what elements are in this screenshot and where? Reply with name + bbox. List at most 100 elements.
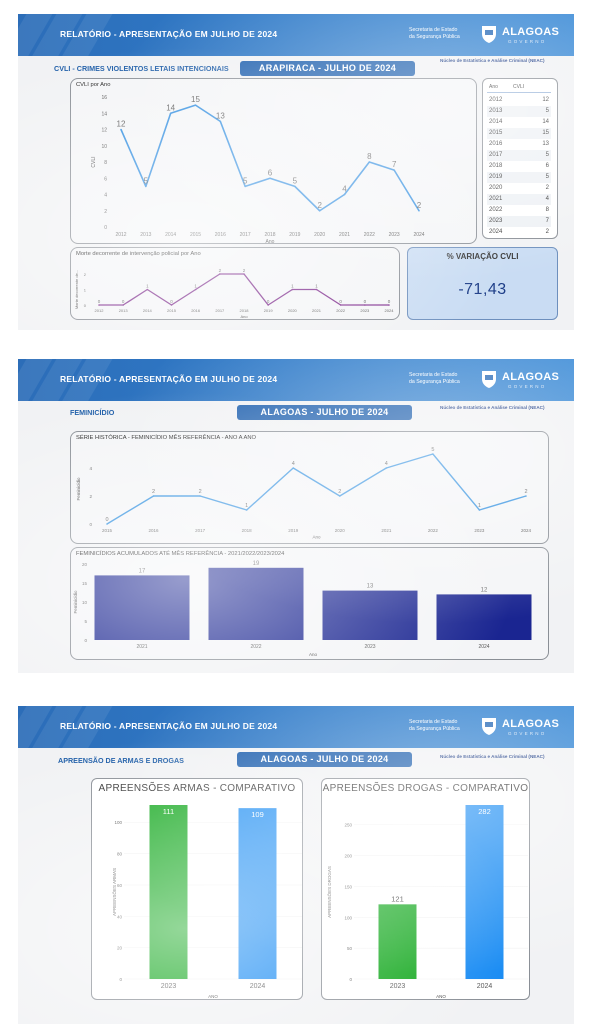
data-label: 7: [392, 160, 397, 169]
y-tick-label: 10: [82, 600, 88, 605]
cvli-chart-panel: CVLI por Ano 0 2 4 6 8 10 12 14 16 2012 2013 2014 20…: [70, 78, 477, 244]
data-point: [169, 112, 172, 115]
state-emblem-icon: [482, 371, 496, 388]
y-tick-label: 4: [104, 193, 107, 199]
table-cell-year: 2021: [489, 196, 503, 202]
x-tick-label: 2023: [389, 232, 400, 238]
table-cell-value: 15: [542, 130, 549, 136]
x-tick-label: 2019: [288, 528, 299, 533]
x-tick-label: 2016: [215, 232, 226, 238]
y-tick-label: 0: [119, 977, 122, 982]
state-emblem-icon: [482, 718, 496, 735]
table-cell-value: 2: [545, 185, 549, 191]
data-label: 5: [431, 447, 434, 453]
section-title: CVLI - CRIMES VIOLENTOS LETAIS INTENCION…: [54, 64, 229, 73]
x-tick-label: 2021: [381, 528, 392, 533]
table-cell-year: 2020: [489, 185, 503, 191]
table-cell-value: 8: [545, 207, 549, 213]
x-tick-label: 2017: [240, 232, 251, 238]
x-tick-label: 2020: [314, 232, 325, 238]
policial-chart-panel: Morte decorrente de intervenção policial…: [70, 247, 400, 320]
data-point: [388, 304, 390, 306]
y-tick-label: 10: [101, 144, 107, 150]
x-tick-label: 2018: [240, 308, 250, 313]
x-tick-label: 2012: [115, 232, 126, 238]
x-tick-label: 2023: [161, 983, 177, 990]
data-point: [145, 185, 147, 188]
y-tick-label: 14: [101, 111, 107, 117]
series-line: [120, 104, 420, 212]
x-tick-label: 2024: [250, 983, 266, 990]
data-label: 0: [98, 299, 101, 304]
x-tick-label: 2019: [289, 232, 300, 238]
y-tick-label: 8: [104, 160, 107, 166]
data-point: [219, 120, 222, 123]
table-cell-year: 2015: [489, 130, 503, 136]
table-cell-year: 2016: [489, 141, 503, 147]
data-label: 0: [388, 299, 391, 304]
report-title: RELATÓRIO - APRESENTAÇÃO EM JULHO DE 202…: [60, 721, 278, 731]
secretaria-label: Secretaria de Estado da Segurança Pública: [409, 372, 460, 385]
data-label: 5: [144, 176, 149, 185]
table-row: 2013 5: [487, 106, 551, 117]
data-label: 19: [253, 561, 260, 567]
y-tick-label: 0: [89, 522, 92, 527]
table-header: Ano CVLI: [487, 82, 551, 93]
data-label: 111: [163, 807, 174, 816]
data-label: 13: [367, 584, 374, 590]
x-tick-label: 2017: [195, 528, 206, 533]
table-cell-value: 14: [542, 119, 549, 125]
y-axis-title: CVLI: [91, 156, 97, 167]
y-tick-label: 16: [101, 95, 107, 101]
data-label: 5: [293, 176, 298, 185]
table-cell-value: 12: [542, 97, 549, 103]
data-label: 2: [243, 268, 246, 273]
bar: [465, 805, 504, 979]
table-row: 2017 5: [487, 150, 551, 161]
table-row: 2014 14: [487, 117, 551, 128]
chart-title: SÉRIE HISTÓRICA - FEMINICÍDIO MÊS REFERÊ…: [76, 435, 257, 441]
data-label: 0: [170, 299, 173, 304]
report-title: RELATÓRIO - APRESENTAÇÃO EM JULHO DE 202…: [60, 374, 278, 384]
x-tick-label: 2020: [335, 528, 346, 533]
brand-sub: GOVERNO: [508, 39, 547, 44]
y-tick-label: 0: [84, 303, 87, 308]
data-label: 15: [191, 95, 200, 104]
table-row: 2016 13: [487, 139, 551, 150]
table-cell-year: 2012: [489, 97, 503, 103]
x-axis-title: ANO: [436, 994, 446, 999]
data-label: 1: [146, 284, 149, 289]
data-label: 5: [243, 176, 248, 185]
y-tick-label: 0: [84, 638, 87, 643]
x-tick-label: 2023: [390, 983, 406, 990]
y-tick-label: 2: [89, 494, 92, 499]
x-tick-label: 2022: [428, 528, 439, 533]
slide-cvli: RELATÓRIO - APRESENTAÇÃO EM JULHO DE 202…: [18, 14, 574, 330]
table-cell-value: 5: [545, 174, 549, 180]
slide-feminicidio: RELATÓRIO - APRESENTAÇÃO EM JULHO DE 202…: [18, 359, 574, 673]
table-row: 2021 4: [487, 194, 551, 205]
data-label: 2: [338, 489, 341, 495]
data-point: [368, 161, 371, 163]
data-label: 4: [385, 461, 388, 467]
y-tick-label: 20: [117, 946, 123, 951]
table-cell-value: 4: [545, 196, 549, 202]
data-label: 109: [251, 810, 264, 819]
brand-logo: ALAGOAS: [502, 718, 560, 730]
data-label: 4: [342, 185, 347, 194]
bar: [378, 904, 417, 979]
data-label: 14: [166, 103, 175, 112]
x-tick-label: 2018: [264, 232, 275, 238]
table-cell-year: 2018: [489, 163, 503, 169]
data-point: [106, 523, 108, 525]
data-point: [291, 288, 294, 291]
y-tick-label: 2: [84, 272, 87, 277]
data-label: 2: [152, 489, 155, 495]
x-tick-label: 2015: [167, 308, 177, 313]
data-label: 12: [481, 587, 488, 593]
y-tick-label: 5: [84, 619, 87, 624]
table-cell-year: 2013: [489, 108, 503, 114]
x-tick-label: 2017: [215, 308, 225, 313]
x-tick-label: 2014: [165, 232, 176, 238]
x-tick-label: 2013: [140, 232, 151, 238]
